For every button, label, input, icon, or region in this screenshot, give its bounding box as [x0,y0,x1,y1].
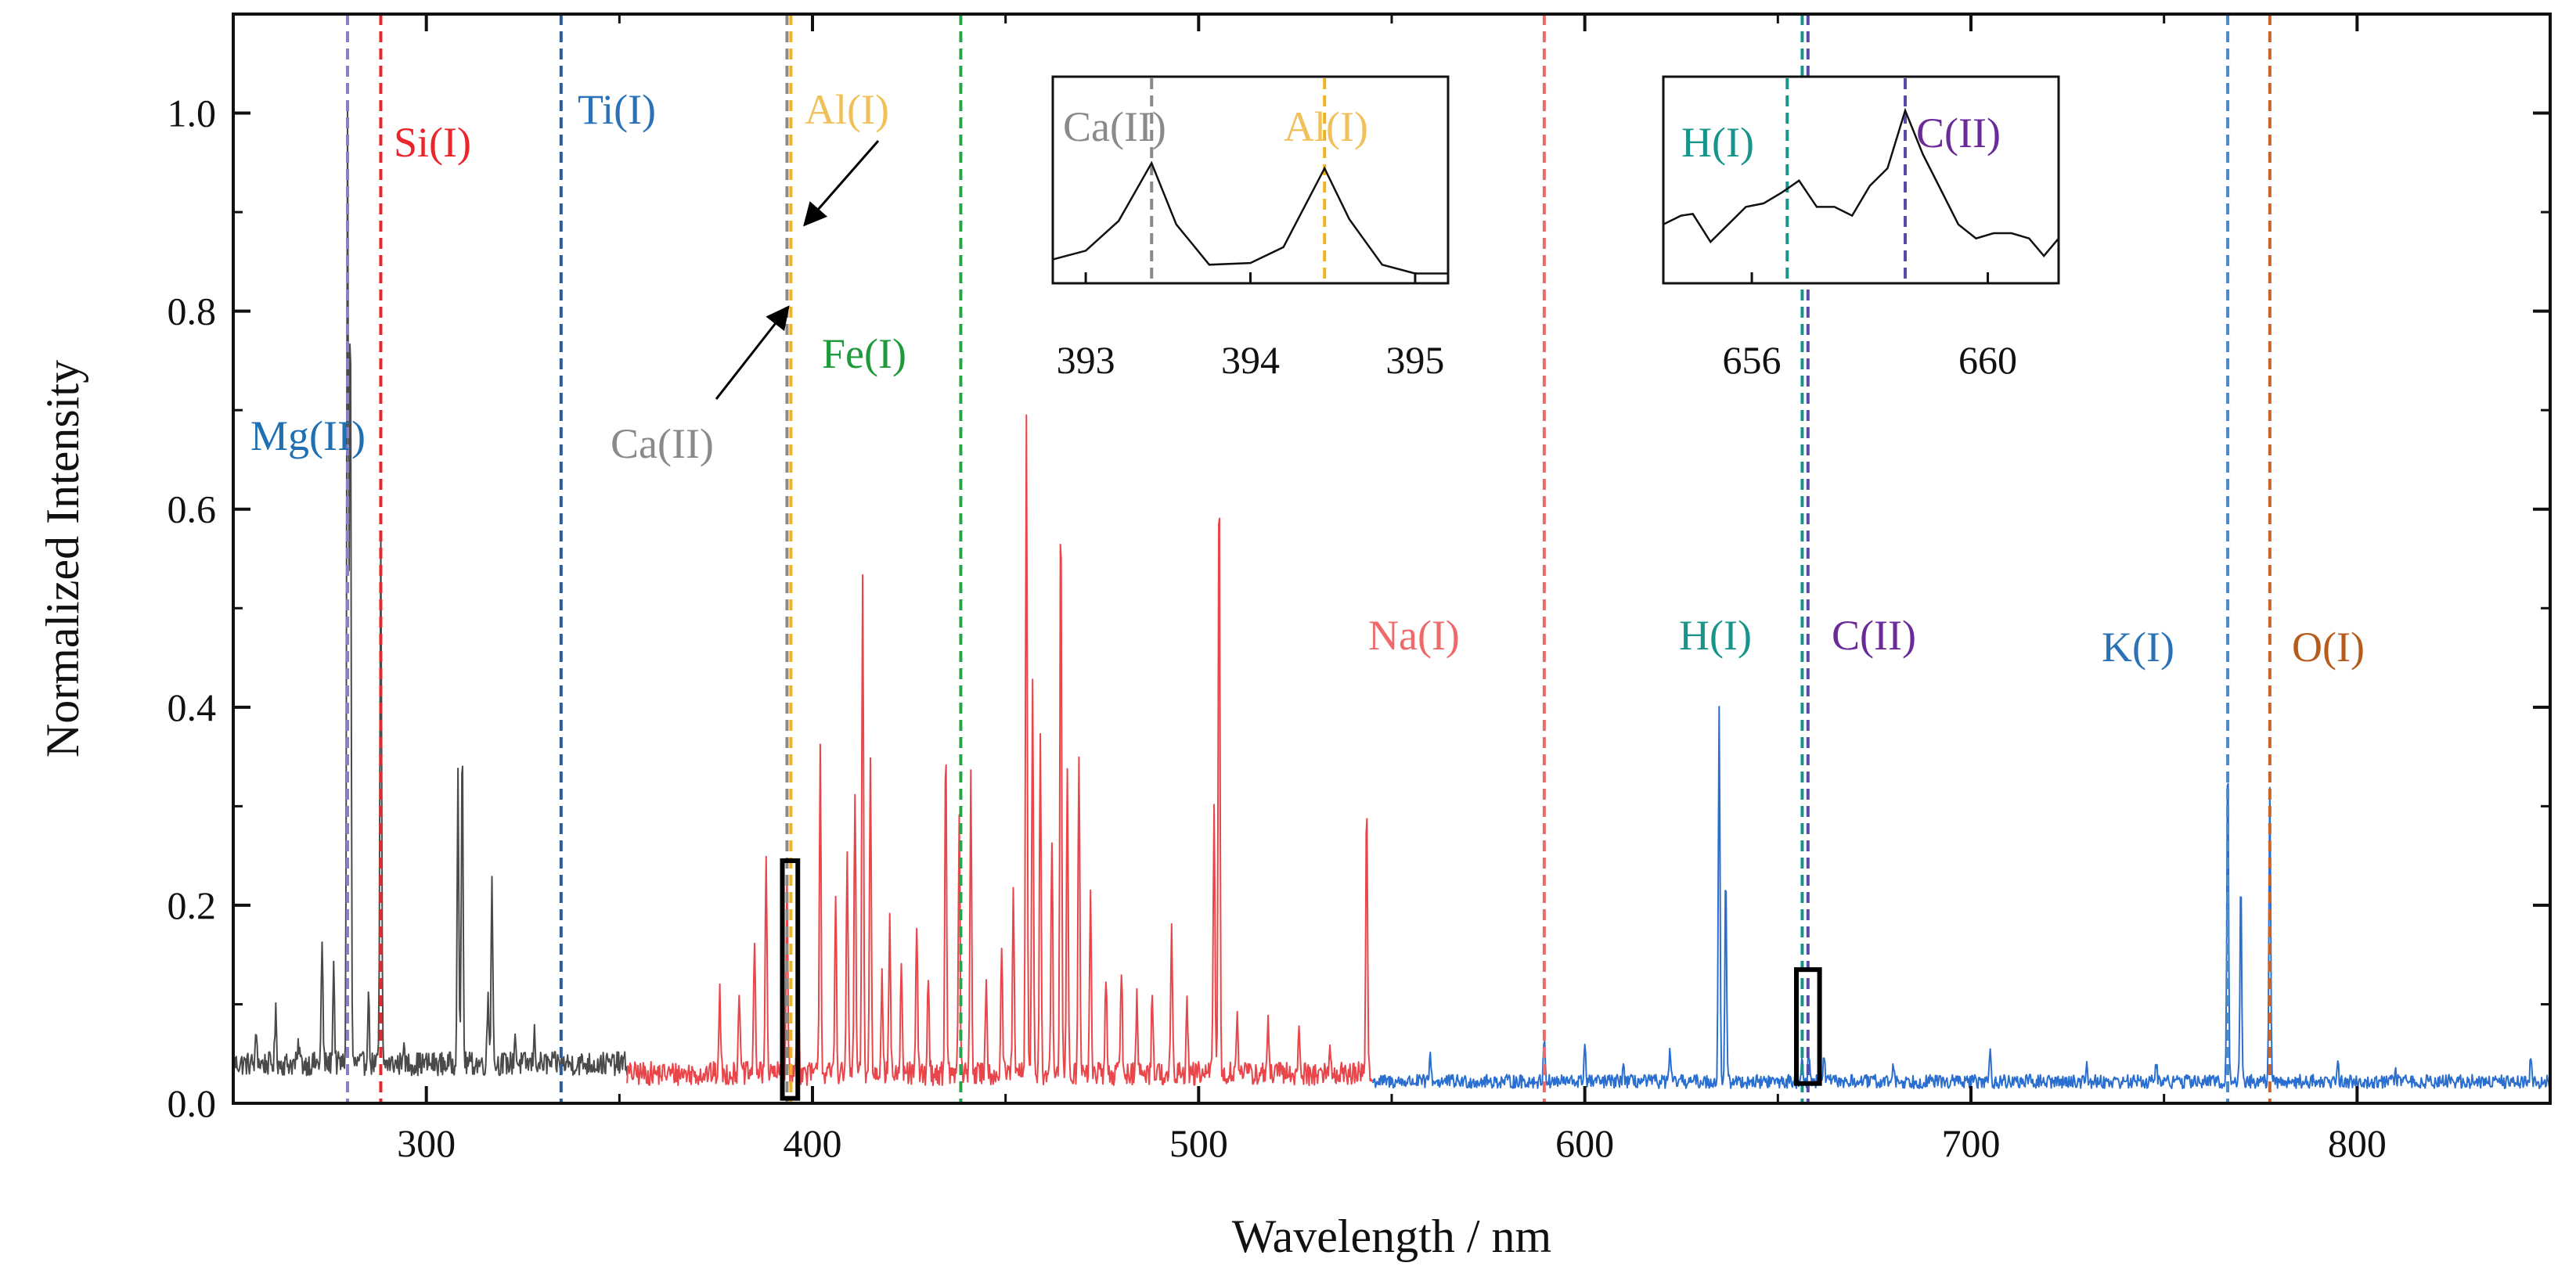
label-nai: Na(I) [1368,612,1460,659]
annotations: Mg(II) Si(I) Ti(I) Ca(II) Al(I) Fe(I) Na(I) H(I… [250,86,2365,671]
y-tick-label: 0.0 [168,1081,217,1125]
label-caii: Ca(II) [611,420,714,467]
x-tick-label: 700 [1942,1121,2001,1165]
inset-curve [1663,107,2059,258]
zoom-box-2 [1794,967,1822,1086]
emission-lines [346,14,2272,1103]
y-axis-title: Normalized Intensity [37,360,88,757]
label-fei: Fe(I) [822,330,906,377]
label-ki: K(I) [2102,624,2174,671]
inset-2: H(I) C(II) 656 660 [1662,75,2060,382]
arrow-al [803,140,880,227]
inset-curve [1052,160,1448,275]
y-tick-label: 0.2 [168,883,217,927]
inset-tick-label: 395 [1385,338,1444,382]
y-tick-label: 0.4 [168,685,217,729]
series-line-2 [626,414,1374,1087]
label-ali: Al(I) [805,86,889,133]
insets: Ca(II) Al(I) 393 394 395 H(I) C(II) 656 660 [1051,75,2060,382]
x-tick-label: 500 [1169,1121,1228,1165]
inset-tick-label: 394 [1221,338,1280,382]
label-oi: O(I) [2292,624,2365,671]
x-axis-title: Wavelength / nm [1232,1210,1551,1262]
zoom-box-1 [780,858,801,1101]
label-tii: Ti(I) [578,86,656,133]
inset-1: Ca(II) Al(I) 393 394 395 [1051,75,1450,382]
y-tick-label: 0.8 [168,290,217,333]
arrow-ca [715,305,790,400]
y-tick-label: 1.0 [168,92,217,135]
x-tick-label: 800 [2328,1121,2387,1165]
inset-line-label: H(I) [1681,119,1754,166]
inset-frame [1662,75,2060,285]
label-mgii: Mg(II) [250,412,366,459]
x-tick-label: 300 [397,1121,456,1165]
inset-tick-label: 393 [1057,338,1115,382]
label-hi: H(I) [1679,612,1752,659]
inset-line-label: Ca(II) [1063,103,1166,150]
axes: 300 400 500 600 700 800 0.0 0.2 0.4 0.6 0.8 1.0 Wave… [37,13,2552,1262]
inset-tick-label: 660 [1958,338,2017,382]
x-tick-label: 600 [1555,1121,1614,1165]
inset-line-label: C(II) [1916,110,2001,156]
label-sii: Si(I) [394,119,471,166]
x-tick-label: 400 [784,1121,842,1165]
inset-tick-label: 656 [1723,338,1782,382]
highlight-boxes [780,858,1822,1101]
label-cii: C(II) [1832,612,1916,659]
inset-line-label: Al(I) [1284,103,1368,150]
y-tick-label: 0.6 [168,487,217,531]
series-line-3 [1371,706,2551,1089]
